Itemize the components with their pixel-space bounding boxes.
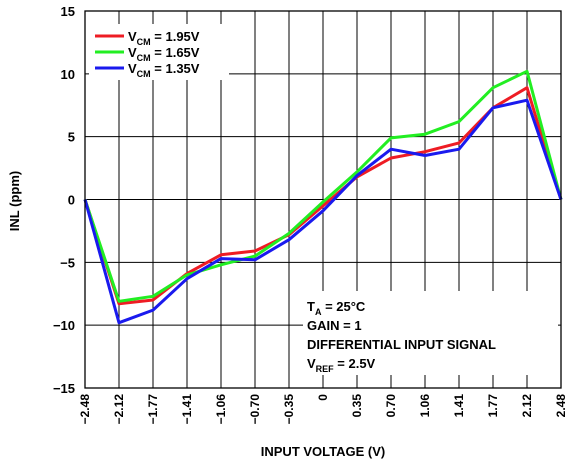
y-tick-label: 0 [68,193,75,208]
legend: VCM = 1.95V VCM = 1.65V VCM = 1.35V [89,24,229,80]
x-tick-label: −1.41 [180,394,194,425]
x-tick-label: 2.12 [520,394,534,418]
x-axis-label: INPUT VOLTAGE (V) [261,444,385,459]
y-tick-label: 5 [68,130,75,145]
x-tick-label: 2.48 [554,394,568,418]
y-tick-label: −10 [53,318,75,333]
x-tick-label: 0.70 [384,394,398,418]
x-tick-label: 1.77 [486,394,500,418]
series-line-3 [83,98,563,325]
y-tick-label: −15 [53,381,75,396]
x-tick-label: −0.35 [282,394,296,425]
y-tick-label: 10 [61,67,75,82]
x-tick-label: −2.48 [78,394,92,425]
y-tick-label: −5 [60,255,75,270]
x-tick-label: 0.35 [350,394,364,418]
x-tick-label: −1.77 [146,394,160,425]
plot-frame [84,10,562,389]
x-tick-label: 1.06 [418,394,432,418]
x-tick-label: 1.41 [452,394,466,418]
y-tick-label: 15 [61,4,75,19]
y-axis-label: INL (ppm) [7,171,22,231]
x-tick-labels: −2.48 −2.12 −1.77 −1.41 −1.06 −0.70 −0.35 0 0.35… [78,394,568,425]
y-tick-labels: −15 −10 −5 0 5 10 15 [53,4,75,396]
x-tick-label: −0.70 [248,394,262,425]
x-tick-label: −2.12 [112,394,126,425]
note-vref: VREF = 2.5V [307,356,376,374]
legend-label-1: VCM = 1.95V [128,29,200,47]
note-gain: GAIN = 1 [307,318,362,333]
note-box [303,291,558,375]
legend-label-3: VCM = 1.35V [128,61,200,79]
note-signal: DIFFERENTIAL INPUT SIGNAL [307,337,496,352]
conditions-note: TA = 25°C GAIN = 1 DIFFERENTIAL INPUT SI… [303,291,558,375]
series-lines [83,69,563,325]
legend-label-2: VCM = 1.65V [128,45,200,63]
note-temperature: TA = 25°C [307,299,366,317]
x-tick-label: −1.06 [214,394,228,425]
series-line-2 [83,69,563,303]
x-tick-label: 0 [316,394,330,401]
